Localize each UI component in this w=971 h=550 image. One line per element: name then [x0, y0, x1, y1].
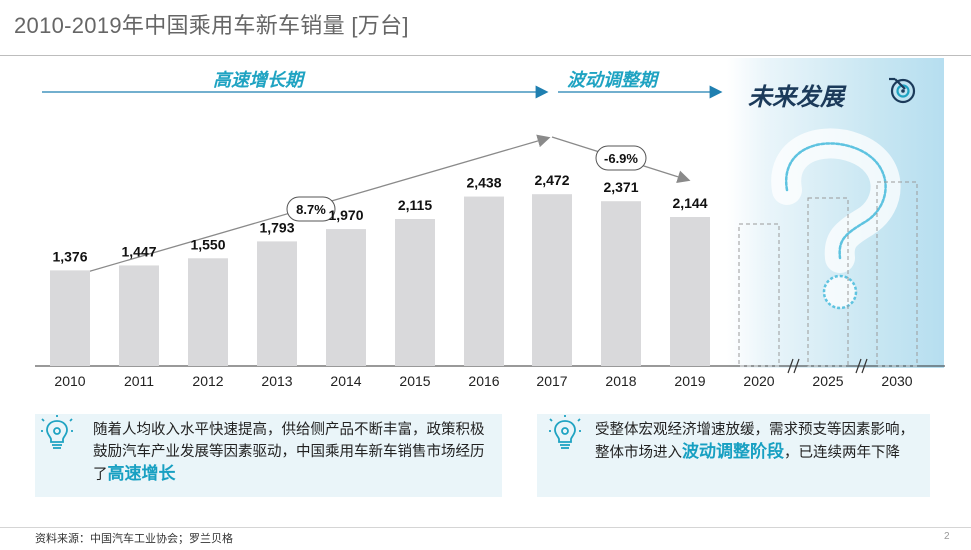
- footer-divider: [0, 527, 971, 528]
- decline-callout: -6.9%: [595, 145, 647, 171]
- phase-future: 未来发展: [748, 84, 844, 111]
- phase-high-growth: 高速增长期: [213, 70, 303, 90]
- bar-2017: [532, 194, 572, 366]
- lightbulb-gear-icon: [549, 415, 581, 449]
- note-left-highlight: 高速增长: [107, 464, 176, 483]
- bar-2010: [50, 270, 90, 366]
- x-tick-2012: 2012: [192, 373, 223, 389]
- x-tick-2018: 2018: [605, 373, 636, 389]
- bar-2012: [188, 258, 228, 366]
- page-number: 2: [944, 531, 950, 542]
- note-box-right: [537, 414, 930, 497]
- bar-2018: [601, 201, 641, 366]
- x-tick-2020: 2020: [743, 373, 774, 389]
- x-tick-2019: 2019: [674, 373, 705, 389]
- target-icon: [889, 77, 916, 104]
- value-label-2019: 2,144: [672, 195, 707, 211]
- value-label-2017: 2,472: [534, 172, 569, 188]
- note-right-highlight: 波动调整阶段: [682, 442, 784, 461]
- x-tick-2030: 2030: [881, 373, 912, 389]
- lightbulb-gear-icon: [41, 415, 73, 449]
- note-box-left: [35, 414, 502, 497]
- value-label-2014: 1,970: [328, 207, 363, 223]
- bar-2025: [807, 197, 849, 367]
- note-right-suffix: ，已连续两年下降: [784, 445, 900, 461]
- value-label-2011: 1,447: [121, 243, 156, 259]
- bar-2011: [119, 265, 159, 366]
- x-tick-2010: 2010: [54, 373, 85, 389]
- bar-2014: [326, 229, 366, 366]
- x-tick-2015: 2015: [399, 373, 430, 389]
- cagr-label: 8.7%: [296, 202, 326, 217]
- x-tick-2011: 2011: [124, 373, 154, 389]
- decline-label: -6.9%: [604, 151, 638, 166]
- x-tick-2013: 2013: [261, 373, 292, 389]
- future-panel: [727, 58, 944, 368]
- note-right-body: 受整体宏观经济增速放缓，需求预支等因素影响，整体市场进入: [595, 422, 914, 461]
- x-tick-2025: 2025: [812, 373, 843, 389]
- value-label-2016: 2,438: [466, 175, 501, 191]
- page-title: 2010-2019年中国乘用车新车销量 [万台]: [14, 13, 409, 38]
- axis-break-2025: [787, 358, 800, 374]
- value-label-2012: 1,550: [190, 236, 225, 252]
- bar-2019: [670, 216, 710, 366]
- value-label-2015: 2,115: [398, 197, 432, 213]
- x-tick-2017: 2017: [536, 373, 567, 389]
- phase-fluctuation: 波动调整期: [567, 70, 657, 90]
- value-label-2018: 2,371: [603, 179, 638, 195]
- value-label-2010: 1,376: [52, 248, 87, 264]
- note-left-text: 随着人均收入水平快速提高，供给侧产品不断丰富，政策积极鼓励汽车产业发展等因素驱动…: [93, 419, 495, 486]
- title-divider: [0, 55, 971, 56]
- bar-2020: [738, 223, 780, 367]
- value-label-2013: 1,793: [259, 219, 294, 235]
- bar-2013: [257, 241, 297, 366]
- x-tick-2016: 2016: [468, 373, 499, 389]
- cagr-callout: 8.7%: [286, 196, 336, 222]
- note-left-body: 随着人均收入水平快速提高，供给侧产品不断丰富，政策积极鼓励汽车产业发展等因素驱动…: [93, 422, 485, 483]
- bar-2015: [395, 219, 435, 366]
- source-note: 资料来源：中国汽车工业协会；罗兰贝格: [35, 533, 233, 545]
- note-right-text: 受整体宏观经济增速放缓，需求预支等因素影响，整体市场进入波动调整阶段，已连续两年…: [595, 419, 925, 464]
- axis-break-2030: [855, 358, 868, 374]
- x-tick-2014: 2014: [330, 373, 361, 389]
- question-mark-icon: [771, 128, 901, 310]
- bar-2016: [464, 196, 504, 366]
